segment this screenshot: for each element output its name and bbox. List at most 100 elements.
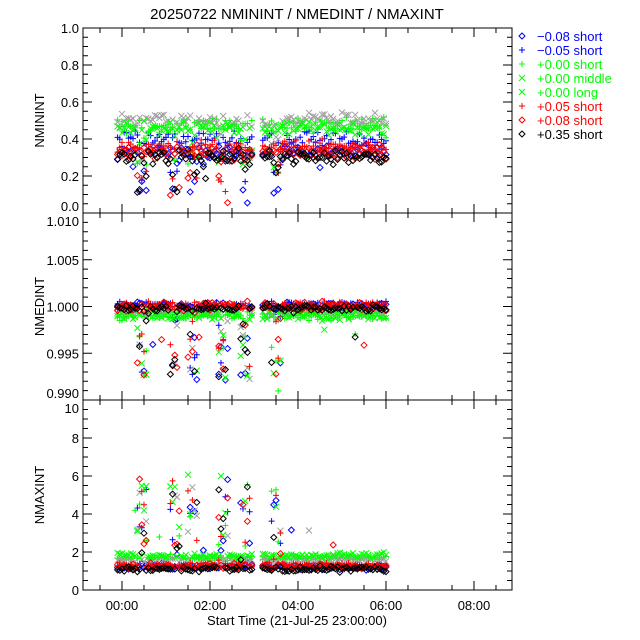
data-point [178, 126, 185, 134]
data-point [178, 314, 185, 322]
data-point [274, 565, 282, 573]
data-point [266, 131, 273, 139]
data-point [188, 307, 197, 315]
data-point [310, 310, 317, 317]
data-point [206, 312, 214, 320]
data-point [114, 312, 121, 320]
data-point [338, 109, 346, 116]
data-point [319, 135, 326, 142]
data-point [210, 305, 219, 313]
data-point [310, 112, 317, 120]
data-point [241, 165, 249, 174]
data-point [369, 136, 376, 143]
data-point [268, 344, 275, 351]
data-point [167, 506, 174, 513]
data-point [272, 486, 279, 493]
data-point [142, 147, 150, 156]
data-point [343, 114, 350, 121]
data-point [382, 567, 390, 576]
data-point [204, 136, 211, 143]
data-point [140, 371, 148, 379]
data-point [162, 564, 170, 573]
data-point [270, 158, 278, 167]
data-point [189, 483, 196, 491]
data-point [333, 562, 342, 571]
data-point [144, 309, 153, 318]
data-point [296, 309, 304, 316]
data-point [223, 494, 232, 502]
data-point [369, 143, 377, 152]
data-point [120, 118, 128, 125]
data-point [311, 303, 320, 311]
data-point [133, 568, 142, 576]
data-point [366, 307, 375, 315]
data-point [168, 185, 177, 193]
data-point [360, 124, 368, 132]
data-point [151, 154, 159, 163]
legend-item: +0.35 short [518, 127, 603, 142]
data-point [149, 302, 157, 310]
data-point [243, 517, 252, 526]
data-point [327, 155, 335, 163]
data-point [164, 303, 172, 311]
data-point [168, 301, 177, 309]
data-point [378, 136, 385, 143]
data-point [360, 140, 367, 147]
data-point [215, 541, 222, 548]
data-point [193, 512, 201, 520]
data-point [162, 126, 170, 134]
data-point [217, 472, 225, 480]
data-point [184, 487, 191, 494]
data-point [334, 549, 341, 557]
data-point [193, 498, 201, 507]
data-point [118, 129, 126, 137]
data-point [300, 565, 309, 574]
data-point [316, 123, 324, 131]
data-point [353, 143, 362, 152]
data-point [331, 564, 340, 573]
x-icon [518, 88, 526, 96]
data-point [182, 551, 190, 559]
data-point [158, 552, 165, 559]
data-point [217, 300, 225, 308]
data-point [190, 151, 199, 160]
data-point [272, 318, 279, 325]
data-point [142, 517, 150, 525]
data-point [343, 111, 350, 119]
data-point [123, 551, 130, 559]
data-point [310, 121, 317, 128]
data-point [281, 307, 289, 315]
y-tick-label: 1.0 [61, 21, 79, 36]
data-point [377, 158, 386, 166]
data-point [321, 111, 328, 118]
data-point [316, 145, 324, 154]
data-point [171, 132, 179, 140]
y-tick-label: 0.6 [61, 95, 79, 110]
data-point [355, 154, 364, 163]
data-point [276, 549, 285, 558]
y-tick-label: 1.010 [46, 214, 79, 229]
data-point [142, 186, 150, 195]
data-point [270, 533, 278, 542]
data-point [292, 551, 300, 559]
data-point [122, 563, 131, 572]
data-point [193, 141, 201, 149]
data-point [191, 132, 198, 139]
data-point [382, 305, 390, 314]
data-point [151, 112, 159, 119]
data-point [190, 309, 199, 317]
data-point [138, 488, 145, 495]
data-point [135, 342, 144, 351]
legend-label: +0.00 long [537, 85, 598, 100]
data-point [201, 174, 210, 183]
data-point [204, 149, 212, 157]
data-point [167, 341, 174, 348]
data-point [311, 565, 320, 574]
data-point [146, 148, 155, 157]
data-point [281, 129, 289, 137]
data-point [138, 549, 146, 557]
data-point [303, 154, 311, 163]
data-point [184, 133, 191, 140]
data-point [305, 317, 312, 324]
data-point [219, 122, 227, 129]
